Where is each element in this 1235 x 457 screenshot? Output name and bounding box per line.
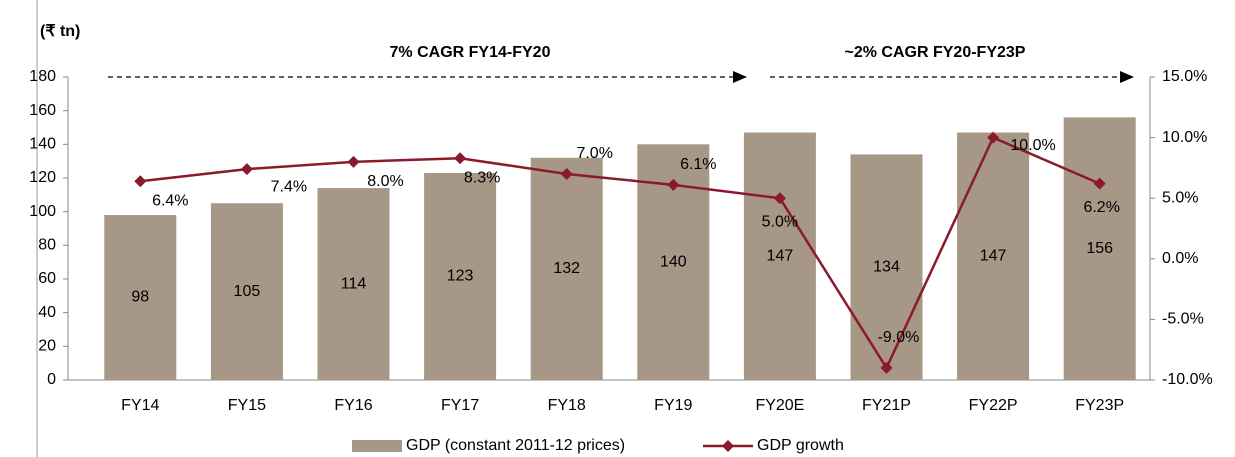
bar: [1063, 117, 1136, 381]
growth-marker: [987, 131, 1000, 144]
growth-label: 5.0%: [762, 213, 798, 230]
legend-marker: [722, 440, 734, 452]
growth-label: 6.2%: [1083, 199, 1119, 216]
y-tick-label: 180: [29, 68, 56, 85]
bar-label: 156: [1086, 240, 1113, 257]
y-tick-label: 80: [38, 237, 56, 254]
bar: [317, 188, 390, 380]
y-tick-label: 40: [38, 304, 56, 321]
bar-label: 147: [980, 247, 1007, 264]
x-tick-label: FY20E: [755, 397, 804, 414]
annotation: ~2% CAGR FY20-FY23P: [845, 44, 1026, 61]
bar: [957, 132, 1030, 380]
annotation: 7% CAGR FY14-FY20: [390, 44, 551, 61]
y-tick-label: 20: [38, 338, 56, 355]
bar-label: 123: [447, 268, 474, 285]
legend-label: GDP growth: [757, 437, 844, 454]
y-tick-label: 120: [29, 169, 56, 186]
growth-label: 8.3%: [464, 169, 500, 186]
y-tick-label: 140: [29, 136, 56, 153]
growth-marker: [773, 192, 786, 205]
x-tick-label: FY19: [654, 397, 692, 414]
growth-label: 10.0%: [1010, 137, 1055, 154]
y2-tick-label: 0.0%: [1162, 250, 1198, 267]
growth-line: [140, 135, 1101, 371]
legend-swatch: [352, 440, 402, 452]
growth-label: -9.0%: [878, 329, 920, 346]
y2-tick-label: -10.0%: [1162, 371, 1213, 388]
x-tick-label: FY22P: [969, 397, 1018, 414]
growth-label: 7.0%: [576, 145, 612, 162]
y-axis-label: (₹ tn): [40, 23, 80, 40]
y-tick-label: 100: [29, 203, 56, 220]
bar: [743, 132, 816, 380]
x-tick-label: FY16: [334, 397, 372, 414]
growth-label: 6.4%: [152, 192, 188, 209]
x-tick-label: FY14: [121, 397, 159, 414]
growth-marker: [560, 167, 573, 180]
y-tick-label: 0: [47, 371, 56, 388]
x-tick-label: FY18: [548, 397, 586, 414]
y2-tick-label: 5.0%: [1162, 189, 1198, 206]
bar-label: 134: [873, 258, 900, 275]
bar-label: 140: [660, 253, 687, 270]
bar-label: 147: [767, 247, 794, 264]
growth-marker: [454, 152, 467, 165]
bar: [850, 154, 923, 380]
growth-marker: [347, 155, 360, 168]
y2-tick-label: -5.0%: [1162, 311, 1204, 328]
legend-label: GDP (constant 2011-12 prices): [406, 437, 625, 454]
y-tick-label: 60: [38, 270, 56, 287]
y2-tick-label: 10.0%: [1162, 129, 1207, 146]
bar: [530, 157, 603, 380]
growth-marker: [134, 175, 147, 188]
growth-marker: [1093, 177, 1106, 190]
bar: [104, 215, 177, 380]
x-tick-label: FY21P: [862, 397, 911, 414]
growth-label: 8.0%: [367, 173, 403, 190]
bar-label: 105: [234, 283, 261, 300]
bar-label: 114: [341, 275, 367, 292]
growth-label: 6.1%: [680, 156, 716, 173]
bar: [424, 172, 497, 380]
x-tick-label: FY15: [228, 397, 266, 414]
bar-label: 132: [553, 260, 580, 277]
bar-label: 98: [131, 289, 149, 306]
growth-marker: [667, 178, 680, 191]
bar: [210, 203, 283, 380]
growth-marker: [240, 163, 253, 176]
y2-tick-label: 15.0%: [1162, 68, 1207, 85]
growth-label: 7.4%: [271, 178, 307, 195]
growth-marker: [880, 361, 893, 374]
x-tick-label: FY23P: [1075, 397, 1124, 414]
y-tick-label: 160: [29, 102, 56, 119]
x-tick-label: FY17: [441, 397, 479, 414]
